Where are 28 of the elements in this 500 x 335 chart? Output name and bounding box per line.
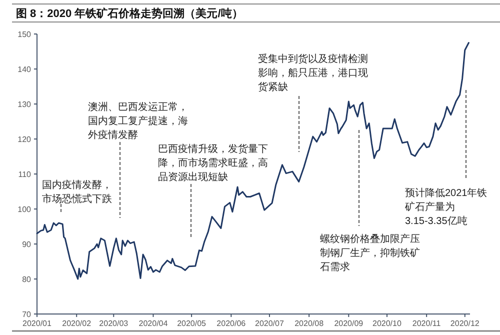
x-tick-label: 2020/06 <box>216 319 246 328</box>
x-tick-label: 2020/12 <box>450 319 480 328</box>
x-tick-label: 2020/02 <box>62 319 92 328</box>
x-tick-label: 2020/01 <box>22 319 52 328</box>
annotation: 预计降低2021年铁矿石产量为3.15-3.35亿吨 <box>404 187 488 227</box>
y-tick-label: 80 <box>22 275 32 284</box>
x-tick-label: 2020/04 <box>138 319 168 328</box>
x-tick-label: 2020/08 <box>294 319 324 328</box>
y-tick-label: 70 <box>22 310 32 319</box>
y-tick-label: 110 <box>18 170 32 179</box>
annotation: 受集中到货以及疫情检测影响，船只压港，港口现货紧缺 <box>258 53 368 93</box>
x-tick-label: 2020/03 <box>99 319 129 328</box>
y-tick-label: 140 <box>18 65 32 74</box>
y-tick-label: 100 <box>18 205 32 214</box>
y-tick-label: 130 <box>18 100 32 109</box>
chart-title: 图 8：2020 年铁矿石价格走势回溯（美元/吨） <box>16 7 243 20</box>
y-tick-label: 90 <box>22 240 32 249</box>
annotation: 巴西疫情升级，发货量下降，而市场需求旺盛，高品资源出现短缺 <box>158 143 268 183</box>
annotation: 螺纹钢价格叠加限产压制钢厂生产，抑制铁矿石需求 <box>320 233 420 273</box>
x-tick-label: 2020/09 <box>334 319 364 328</box>
y-tick-label: 120 <box>18 135 32 144</box>
y-tick-label: 150 <box>18 30 32 39</box>
x-tick-label: 2020/10 <box>372 319 402 328</box>
x-tick-label: 2020/11 <box>412 319 442 328</box>
annotation: 国内疫情发酵，市场恐慌式下跌 <box>42 179 112 205</box>
x-tick-label: 2020/05 <box>177 319 207 328</box>
annotation: 澳洲、巴西发运正常，国内复工复产提速，海外疫情发酵 <box>88 101 188 141</box>
x-tick-label: 2020/07 <box>255 319 284 328</box>
